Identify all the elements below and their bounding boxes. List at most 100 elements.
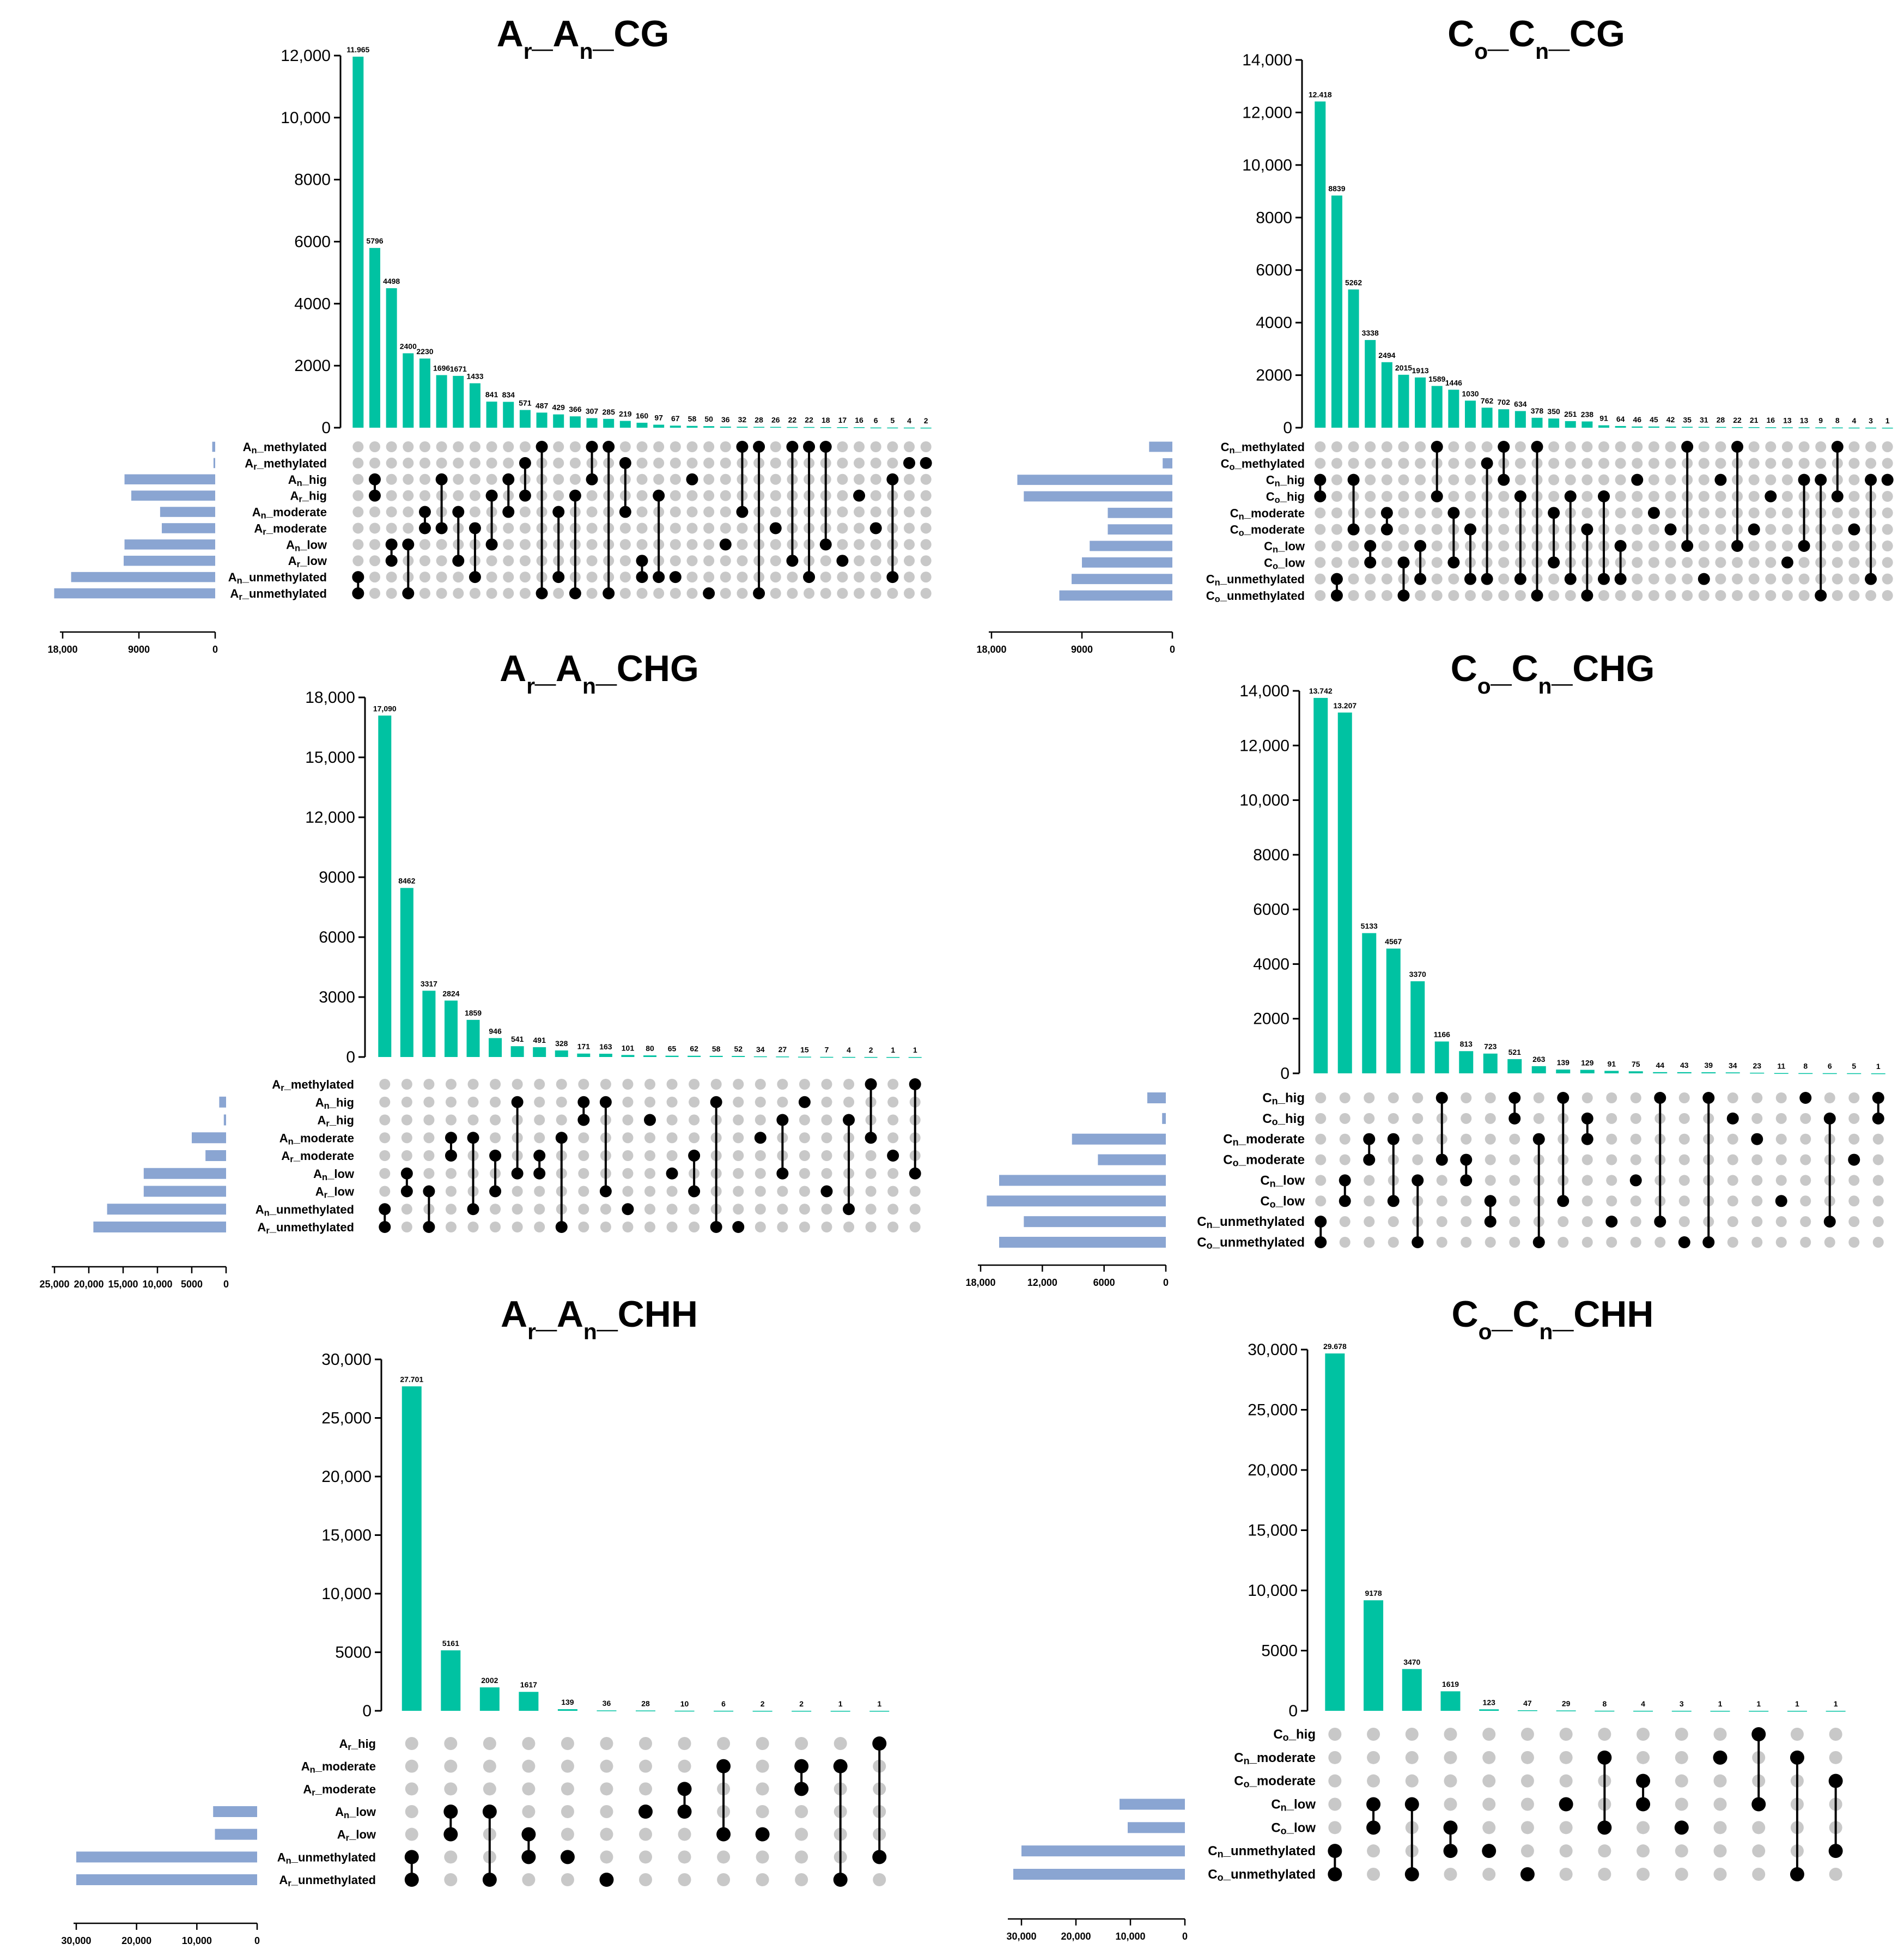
matrix-dot-inactive (534, 1114, 545, 1126)
intersection-bar (1459, 1051, 1474, 1073)
set-size-bar (1090, 540, 1172, 551)
intersection-bar (709, 1055, 723, 1057)
matrix-dot-inactive (1367, 1751, 1380, 1764)
matrix-dot-inactive (1315, 1195, 1327, 1207)
matrix-dot-inactive (1630, 1195, 1641, 1207)
matrix-dot-inactive (1415, 590, 1426, 601)
matrix-dot-inactive (622, 1096, 634, 1108)
matrix-dot-inactive (1348, 458, 1359, 469)
matrix-dot-active (1559, 1797, 1573, 1812)
intersection-bar (555, 1050, 568, 1057)
intersection-bar (1531, 1066, 1546, 1073)
matrix-dot-inactive (737, 523, 748, 534)
matrix-dot-inactive (1559, 1751, 1573, 1764)
bar-value-label: 328 (555, 1039, 568, 1048)
matrix-dot-inactive (843, 1222, 855, 1232)
y-tick-label: 15,000 (305, 749, 355, 767)
matrix-dot-inactive (1565, 458, 1576, 469)
intersection-bar (1581, 421, 1593, 428)
matrix-dot-inactive (1431, 524, 1443, 535)
matrix-dot-inactive (586, 523, 598, 534)
matrix-dot-inactive (909, 1186, 921, 1197)
matrix-dot-inactive (519, 523, 531, 534)
matrix-dot-active (1460, 1153, 1473, 1166)
matrix-dot-inactive (1715, 540, 1726, 551)
matrix-dot-inactive (755, 1186, 766, 1197)
intersection-bar (1448, 390, 1459, 428)
matrix-dot-inactive (837, 572, 848, 583)
matrix-dot-inactive (553, 588, 564, 599)
matrix-dot-inactive (578, 1132, 589, 1144)
set-size-bar (93, 1222, 226, 1232)
set-label-subscript: o (1272, 1116, 1278, 1127)
matrix-dot-inactive (1548, 590, 1560, 601)
set-label-part: C (1264, 556, 1273, 569)
title-subscript: n (582, 673, 596, 698)
matrix-dot-inactive (1872, 1195, 1884, 1207)
set-label-subscript: n (1218, 1849, 1224, 1860)
matrix-dot-inactive (1365, 573, 1376, 585)
title-part: C (1512, 1293, 1539, 1335)
matrix-dot-inactive (1412, 1154, 1424, 1165)
matrix-dot-active (803, 441, 816, 453)
bar-value-label: 1913 (1412, 366, 1429, 375)
y-tick-label: 5000 (335, 1644, 372, 1662)
matrix-dot-active (1702, 1092, 1715, 1104)
matrix-dot-inactive (1448, 441, 1459, 452)
matrix-dot-active (1713, 1750, 1727, 1765)
matrix-dot-active (686, 473, 698, 485)
set-size-bar (219, 1096, 226, 1108)
matrix-dot-inactive (689, 1114, 700, 1126)
title-subscript: r (526, 673, 535, 698)
matrix-dot-active (1330, 590, 1343, 602)
matrix-dot-inactive (854, 473, 865, 485)
set-size-bar (54, 588, 215, 599)
intersection-bar (636, 1710, 655, 1711)
intersection-bar (643, 1055, 656, 1057)
set-label: Co_moderate (1234, 1774, 1316, 1790)
matrix-dot-inactive (1848, 458, 1860, 469)
matrix-dot-inactive (386, 473, 397, 485)
set-label-part: C (1223, 1132, 1232, 1147)
matrix-dot-inactive (837, 588, 848, 599)
matrix-dot-inactive (1367, 1844, 1380, 1858)
matrix-dot-active (865, 1132, 877, 1144)
matrix-dot-active (1364, 556, 1377, 569)
set-label-part: C (1262, 1091, 1272, 1105)
matrix-dot-active (754, 1132, 767, 1144)
intersection-bar (519, 1692, 539, 1711)
bar-value-label: 26 (771, 416, 780, 424)
matrix-dot-active (1484, 1195, 1497, 1207)
matrix-dot-inactive (1509, 1195, 1520, 1207)
matrix-dot-inactive (1381, 590, 1392, 601)
title-part: _ (1492, 1293, 1513, 1335)
intersection-bar (1498, 409, 1510, 428)
intersection-bar (557, 1709, 577, 1711)
intersection-bar (1682, 427, 1693, 428)
bar-value-label: 62 (690, 1044, 698, 1053)
set-label: Ar_low (337, 1828, 376, 1843)
bar-value-label: 1617 (520, 1680, 537, 1689)
matrix-dot-active (843, 1114, 855, 1126)
set-label-part: _moderate (293, 1131, 354, 1145)
matrix-dot-inactive (653, 441, 665, 452)
y-tick-label: 20,000 (1248, 1461, 1298, 1479)
set-label-part: C (1230, 506, 1239, 520)
matrix-dot-inactive (920, 555, 932, 567)
set-size-tick-label: 30,000 (1006, 1931, 1036, 1942)
matrix-dot-inactive (1713, 1821, 1727, 1834)
title-part: _ (536, 1293, 557, 1335)
set-size-bar (212, 441, 215, 452)
intersection-bar (864, 1056, 878, 1058)
matrix-dot-inactive (837, 457, 848, 469)
set-label-subscript: n (322, 1173, 327, 1182)
matrix-dot-inactive (622, 1186, 634, 1197)
matrix-dot-inactive (1848, 474, 1860, 485)
matrix-dot-inactive (1713, 1797, 1727, 1811)
bar-value-label: 21 (1750, 416, 1759, 424)
matrix-dot-inactive (522, 1782, 536, 1796)
set-label-part: C (1230, 523, 1239, 537)
matrix-dot-active (1581, 590, 1593, 602)
matrix-dot-inactive (512, 1204, 523, 1215)
matrix-dot-inactive (401, 1204, 412, 1215)
